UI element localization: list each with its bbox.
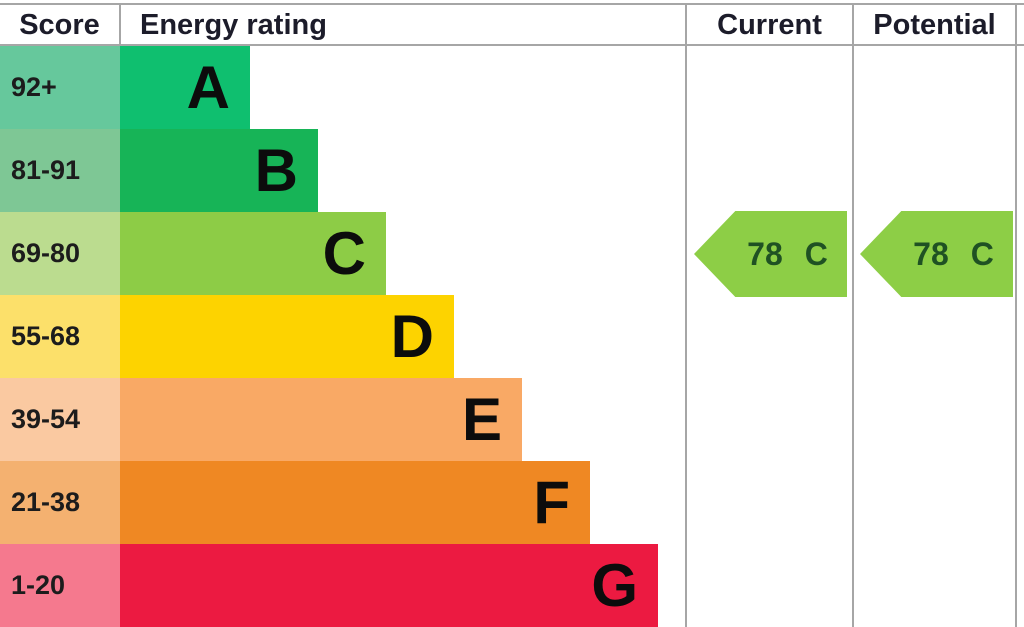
band-row-b: 81-91 B <box>0 129 1024 212</box>
score-header: Score <box>19 9 100 41</box>
header-bottom-line <box>0 44 1024 46</box>
rating-letter-g: G <box>591 551 638 619</box>
rating-bar-c: C <box>120 212 386 295</box>
rating-bar-f: F <box>120 461 590 544</box>
current-column-divider <box>685 3 687 627</box>
score-range-label-c: 69-80 <box>11 238 81 268</box>
right-border-line <box>1015 3 1017 627</box>
score-column-divider <box>119 3 121 46</box>
score-range-label-a: 92+ <box>11 72 57 102</box>
score-range-label-e: 39-54 <box>11 404 81 434</box>
band-row-e: 39-54 E <box>0 378 1024 461</box>
band-row-c: 69-80 C <box>0 212 1024 295</box>
score-cell-e: 39-54 <box>0 378 120 461</box>
score-range-label-b: 81-91 <box>11 155 81 185</box>
top-border-line <box>0 3 1024 5</box>
rating-letter-f: F <box>533 468 570 536</box>
potential-rating-letter: C <box>970 235 994 272</box>
potential-rating-value: 78 <box>913 235 949 272</box>
rating-bar-b: B <box>120 129 318 212</box>
potential-column-divider <box>852 3 854 627</box>
score-range-label-f: 21-38 <box>11 487 81 517</box>
rating-letter-b: B <box>254 136 298 204</box>
score-cell-c: 69-80 <box>0 212 120 295</box>
rating-bar-d: D <box>120 295 454 378</box>
rating-bar-a: A <box>120 46 250 129</box>
rating-letter-d: D <box>390 302 434 370</box>
current-rating-letter: C <box>804 235 828 272</box>
score-cell-b: 81-91 <box>0 129 120 212</box>
rating-letter-c: C <box>322 219 366 287</box>
score-range-label-g: 1-20 <box>11 570 66 600</box>
band-row-a: 92+ A <box>0 46 1024 129</box>
band-row-f: 21-38 F <box>0 461 1024 544</box>
rating-bar-g: G <box>120 544 658 627</box>
current-header: Current <box>717 9 822 41</box>
band-row-d: 55-68 D <box>0 295 1024 378</box>
rating-letter-a: A <box>186 53 230 121</box>
rating-bar-e: E <box>120 378 522 461</box>
rating-letter-e: E <box>461 385 502 453</box>
score-cell-f: 21-38 <box>0 461 120 544</box>
current-rating-value: 78 <box>747 235 783 272</box>
band-row-g: 1-20 G <box>0 544 1024 627</box>
energy-rating-header: Energy rating <box>140 9 327 41</box>
score-cell-g: 1-20 <box>0 544 120 627</box>
potential-header: Potential <box>873 9 996 41</box>
score-range-label-d: 55-68 <box>11 321 81 351</box>
score-cell-a: 92+ <box>0 46 120 129</box>
score-cell-d: 55-68 <box>0 295 120 378</box>
